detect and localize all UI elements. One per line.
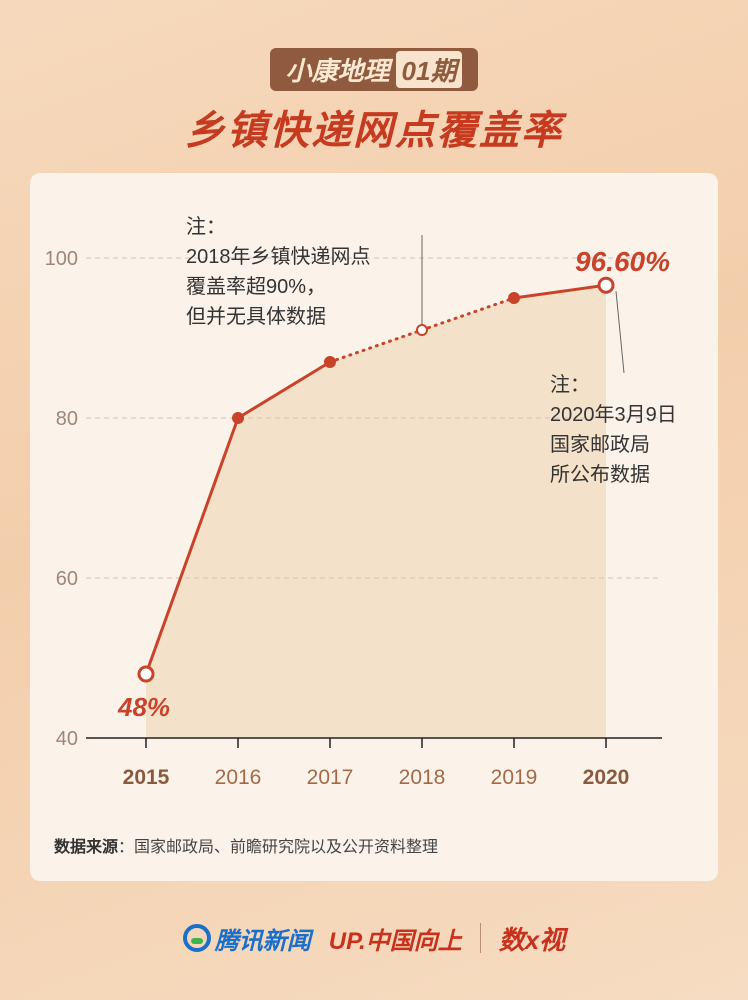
data-point xyxy=(597,276,615,294)
x-tick-label: 2017 xyxy=(307,766,354,789)
source-text: ：国家邮政局、前瞻研究院以及公开资料整理 xyxy=(118,839,439,856)
series-line xyxy=(512,283,608,300)
data-label-last: 96.60% xyxy=(575,246,670,277)
x-tick-label: 2015 xyxy=(123,766,170,789)
note-2020-leader xyxy=(615,291,625,374)
y-tick-label: 80 xyxy=(56,408,78,430)
series-line xyxy=(144,416,240,676)
y-tick-label: 100 xyxy=(45,248,78,270)
data-point xyxy=(416,324,428,336)
note-2020-line: 国家邮政局 xyxy=(550,433,650,456)
note-2018-line: 覆盖率超90%， xyxy=(186,275,326,298)
tencent-logo-text: 腾讯新闻 xyxy=(214,927,311,955)
chart-card: 40 60 80 100 2015 2016 2017 2018 2019 2020 48% 96.6… xyxy=(30,173,718,881)
data-point xyxy=(137,665,155,683)
y-tick-label: 40 xyxy=(56,728,78,750)
series-line-dotted xyxy=(420,296,516,332)
issue-badge: 小康地理 01期 xyxy=(0,48,748,91)
up-china-logo: UP.中国向上 xyxy=(328,927,462,955)
page-title: 乡镇快递网点覆盖率 xyxy=(185,109,563,153)
footer-divider xyxy=(479,923,481,953)
line-chart: 40 60 80 100 2015 2016 2017 2018 2019 2020 48% 96.6… xyxy=(45,215,677,789)
data-point xyxy=(232,412,244,424)
y-tick-label: 60 xyxy=(56,568,78,590)
x-tick-label: 2016 xyxy=(215,766,262,789)
data-point xyxy=(508,292,520,304)
data-source: 数据来源：国家邮政局、前瞻研究院以及公开资料整理 xyxy=(54,833,438,857)
tencent-logo-icon xyxy=(182,924,211,952)
note-2018-line: 但并无具体数据 xyxy=(186,305,326,328)
note-2018-line: 2018年乡镇快递网点 xyxy=(186,245,371,268)
source-label: 数据来源 xyxy=(54,839,119,856)
badge-label: 小康地理 xyxy=(285,56,390,86)
series-line xyxy=(236,360,332,420)
note-2020-line: 2020年3月9日 xyxy=(550,403,677,426)
area-fill xyxy=(146,285,606,738)
x-tick-label: 2019 xyxy=(491,766,538,789)
tencent-news-logo: 腾讯新闻 xyxy=(182,921,311,956)
shu-shi-logo: 数x视 xyxy=(498,924,566,955)
x-tick-label: 2018 xyxy=(399,766,446,789)
footer-logos: 腾讯新闻 UP.中国向上 数x视 xyxy=(0,918,748,958)
note-2020-line: 所公布数据 xyxy=(550,463,650,486)
data-point xyxy=(324,356,336,368)
badge-issue: 01期 xyxy=(395,51,463,88)
data-label-first: 48% xyxy=(117,692,170,722)
series-line-dotted xyxy=(328,328,424,364)
note-2018-head: 注： xyxy=(186,215,226,238)
x-tick-label: 2020 xyxy=(583,766,630,789)
note-2020-head: 注： xyxy=(550,373,590,396)
